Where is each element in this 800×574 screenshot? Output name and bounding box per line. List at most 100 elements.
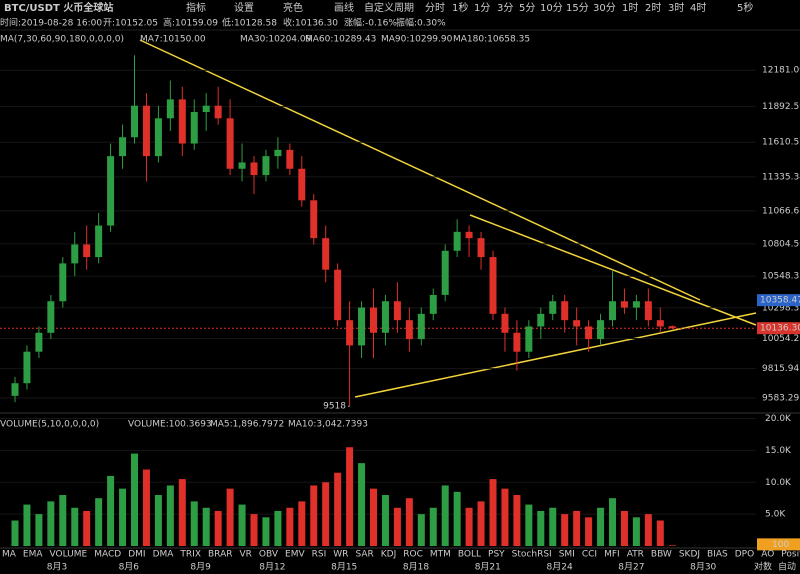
- volume-tick-label: 10.0K: [765, 478, 792, 488]
- period-button[interactable]: 1分: [474, 2, 490, 14]
- period-button[interactable]: 5秒: [737, 1, 753, 14]
- indicator-tab[interactable]: SAR: [355, 550, 373, 560]
- candle-body: [573, 320, 581, 327]
- price-tick-label: 9815.94: [762, 364, 799, 374]
- candle-body: [298, 168, 306, 201]
- volume-bar: [23, 504, 31, 546]
- volume-bar: [405, 498, 413, 546]
- volume-bar: [501, 488, 509, 546]
- price-tick-label: 9583.29: [762, 393, 799, 403]
- volume-legend: VOLUME(5,10,0,0,0,0): [0, 420, 99, 430]
- volume-bar: [549, 507, 557, 546]
- volume-marker-label: 100: [772, 540, 789, 550]
- candle-body: [190, 112, 198, 144]
- volume-bar: [381, 495, 389, 546]
- period-button[interactable]: 分时: [425, 2, 445, 14]
- indicator-tab[interactable]: WR: [333, 550, 348, 560]
- indicator-tab[interactable]: DMI: [128, 550, 145, 560]
- candle-body: [119, 137, 127, 157]
- period-button[interactable]: 15分: [566, 2, 589, 14]
- volume-bar: [429, 507, 437, 546]
- tool-button[interactable]: 指标: [186, 1, 206, 14]
- custom-period[interactable]: 自定义周期: [364, 1, 414, 14]
- candle-body: [632, 301, 640, 308]
- candle-body: [537, 313, 545, 327]
- indicator-tab[interactable]: ATR: [627, 550, 644, 560]
- volume-bar: [656, 520, 664, 546]
- volume-bar: [238, 504, 246, 546]
- indicator-tab[interactable]: RSI: [312, 550, 327, 560]
- volume-bar: [35, 514, 43, 546]
- period-button[interactable]: 30分: [593, 2, 616, 14]
- period-button[interactable]: 10分: [540, 2, 563, 14]
- candle-body: [585, 326, 593, 340]
- indicator-tab[interactable]: StochRSI: [512, 550, 552, 560]
- ma-legend: MA(7,30,60,90,180,0,0,0,0): [0, 35, 124, 45]
- indicator-tab[interactable]: EMV: [285, 550, 305, 560]
- candle-body: [47, 301, 55, 333]
- tool-button[interactable]: 亮色: [283, 1, 303, 14]
- indicator-tab[interactable]: DPO: [735, 550, 754, 560]
- ma-legend: MA180:10658.35: [453, 35, 530, 45]
- indicator-tab[interactable]: DMA: [153, 550, 175, 560]
- indicator-tab[interactable]: MFI: [604, 550, 620, 560]
- indicator-tab[interactable]: SKDJ: [679, 550, 700, 560]
- volume-bar: [525, 504, 533, 546]
- period-button[interactable]: 3分: [497, 2, 513, 14]
- candle-body: [346, 320, 354, 346]
- candle-body: [370, 307, 377, 333]
- candle-body: [23, 351, 31, 384]
- candle-body: [202, 105, 210, 113]
- period-button[interactable]: 1秒: [452, 1, 468, 14]
- candle-body: [668, 326, 676, 329]
- period-button[interactable]: 4时: [690, 2, 706, 14]
- indicator-tab[interactable]: VOLUME: [50, 550, 88, 560]
- date-label: 8月27: [618, 562, 644, 573]
- period-button[interactable]: 5分: [519, 2, 535, 14]
- trendline: [139, 39, 701, 301]
- indicator-tab[interactable]: BIAS: [707, 550, 728, 560]
- indicator-tab[interactable]: Position: [781, 550, 800, 560]
- volume-bar: [644, 514, 652, 546]
- volume-bar: [632, 517, 640, 546]
- period-button[interactable]: 2时: [645, 2, 661, 14]
- indicator-tab[interactable]: SMI: [559, 550, 575, 560]
- candle-body: [656, 320, 664, 327]
- indicator-tab[interactable]: CCI: [582, 550, 597, 560]
- volume-bar: [95, 498, 103, 546]
- axis-mode[interactable]: 对数: [754, 561, 772, 573]
- indicator-tab[interactable]: VR: [239, 550, 251, 560]
- candle-body: [644, 301, 652, 321]
- period-button[interactable]: 1时: [622, 2, 638, 14]
- indicator-tab[interactable]: BRAR: [208, 550, 232, 560]
- volume-bar: [358, 463, 366, 546]
- tool-button[interactable]: 画线: [334, 1, 354, 14]
- indicator-tab[interactable]: BOLL: [458, 550, 481, 560]
- candle-body: [489, 257, 497, 314]
- indicator-tab[interactable]: EMA: [23, 550, 43, 560]
- indicator-tab[interactable]: MACD: [94, 550, 121, 560]
- ma-legend: MA7:10150.00: [140, 35, 206, 45]
- indicator-tab[interactable]: OBV: [259, 550, 279, 560]
- volume-bar: [166, 485, 174, 546]
- ohlc-info: 时间:2019-08-28 16:00: [0, 17, 102, 29]
- axis-mode[interactable]: 自动: [778, 561, 796, 573]
- indicator-tab[interactable]: TRIX: [179, 550, 201, 560]
- indicator-tab[interactable]: BBW: [651, 550, 672, 560]
- indicator-tab[interactable]: MA: [2, 550, 17, 560]
- candle-body: [453, 231, 461, 251]
- tool-button[interactable]: 设置: [234, 2, 254, 14]
- current-price-label: 10136.30: [760, 324, 800, 334]
- indicator-tab[interactable]: AO: [761, 550, 774, 560]
- indicator-tab[interactable]: PSY: [488, 550, 505, 560]
- period-button[interactable]: 3时: [668, 2, 684, 14]
- indicator-tab[interactable]: MTM: [430, 550, 451, 560]
- candle-body: [71, 244, 79, 264]
- candle-body: [334, 269, 342, 321]
- indicator-tab[interactable]: KDJ: [381, 550, 397, 560]
- volume-bar: [131, 453, 138, 546]
- date-label: 8月15: [331, 562, 357, 573]
- indicator-tab[interactable]: ROC: [403, 550, 423, 560]
- candle-body: [250, 162, 258, 176]
